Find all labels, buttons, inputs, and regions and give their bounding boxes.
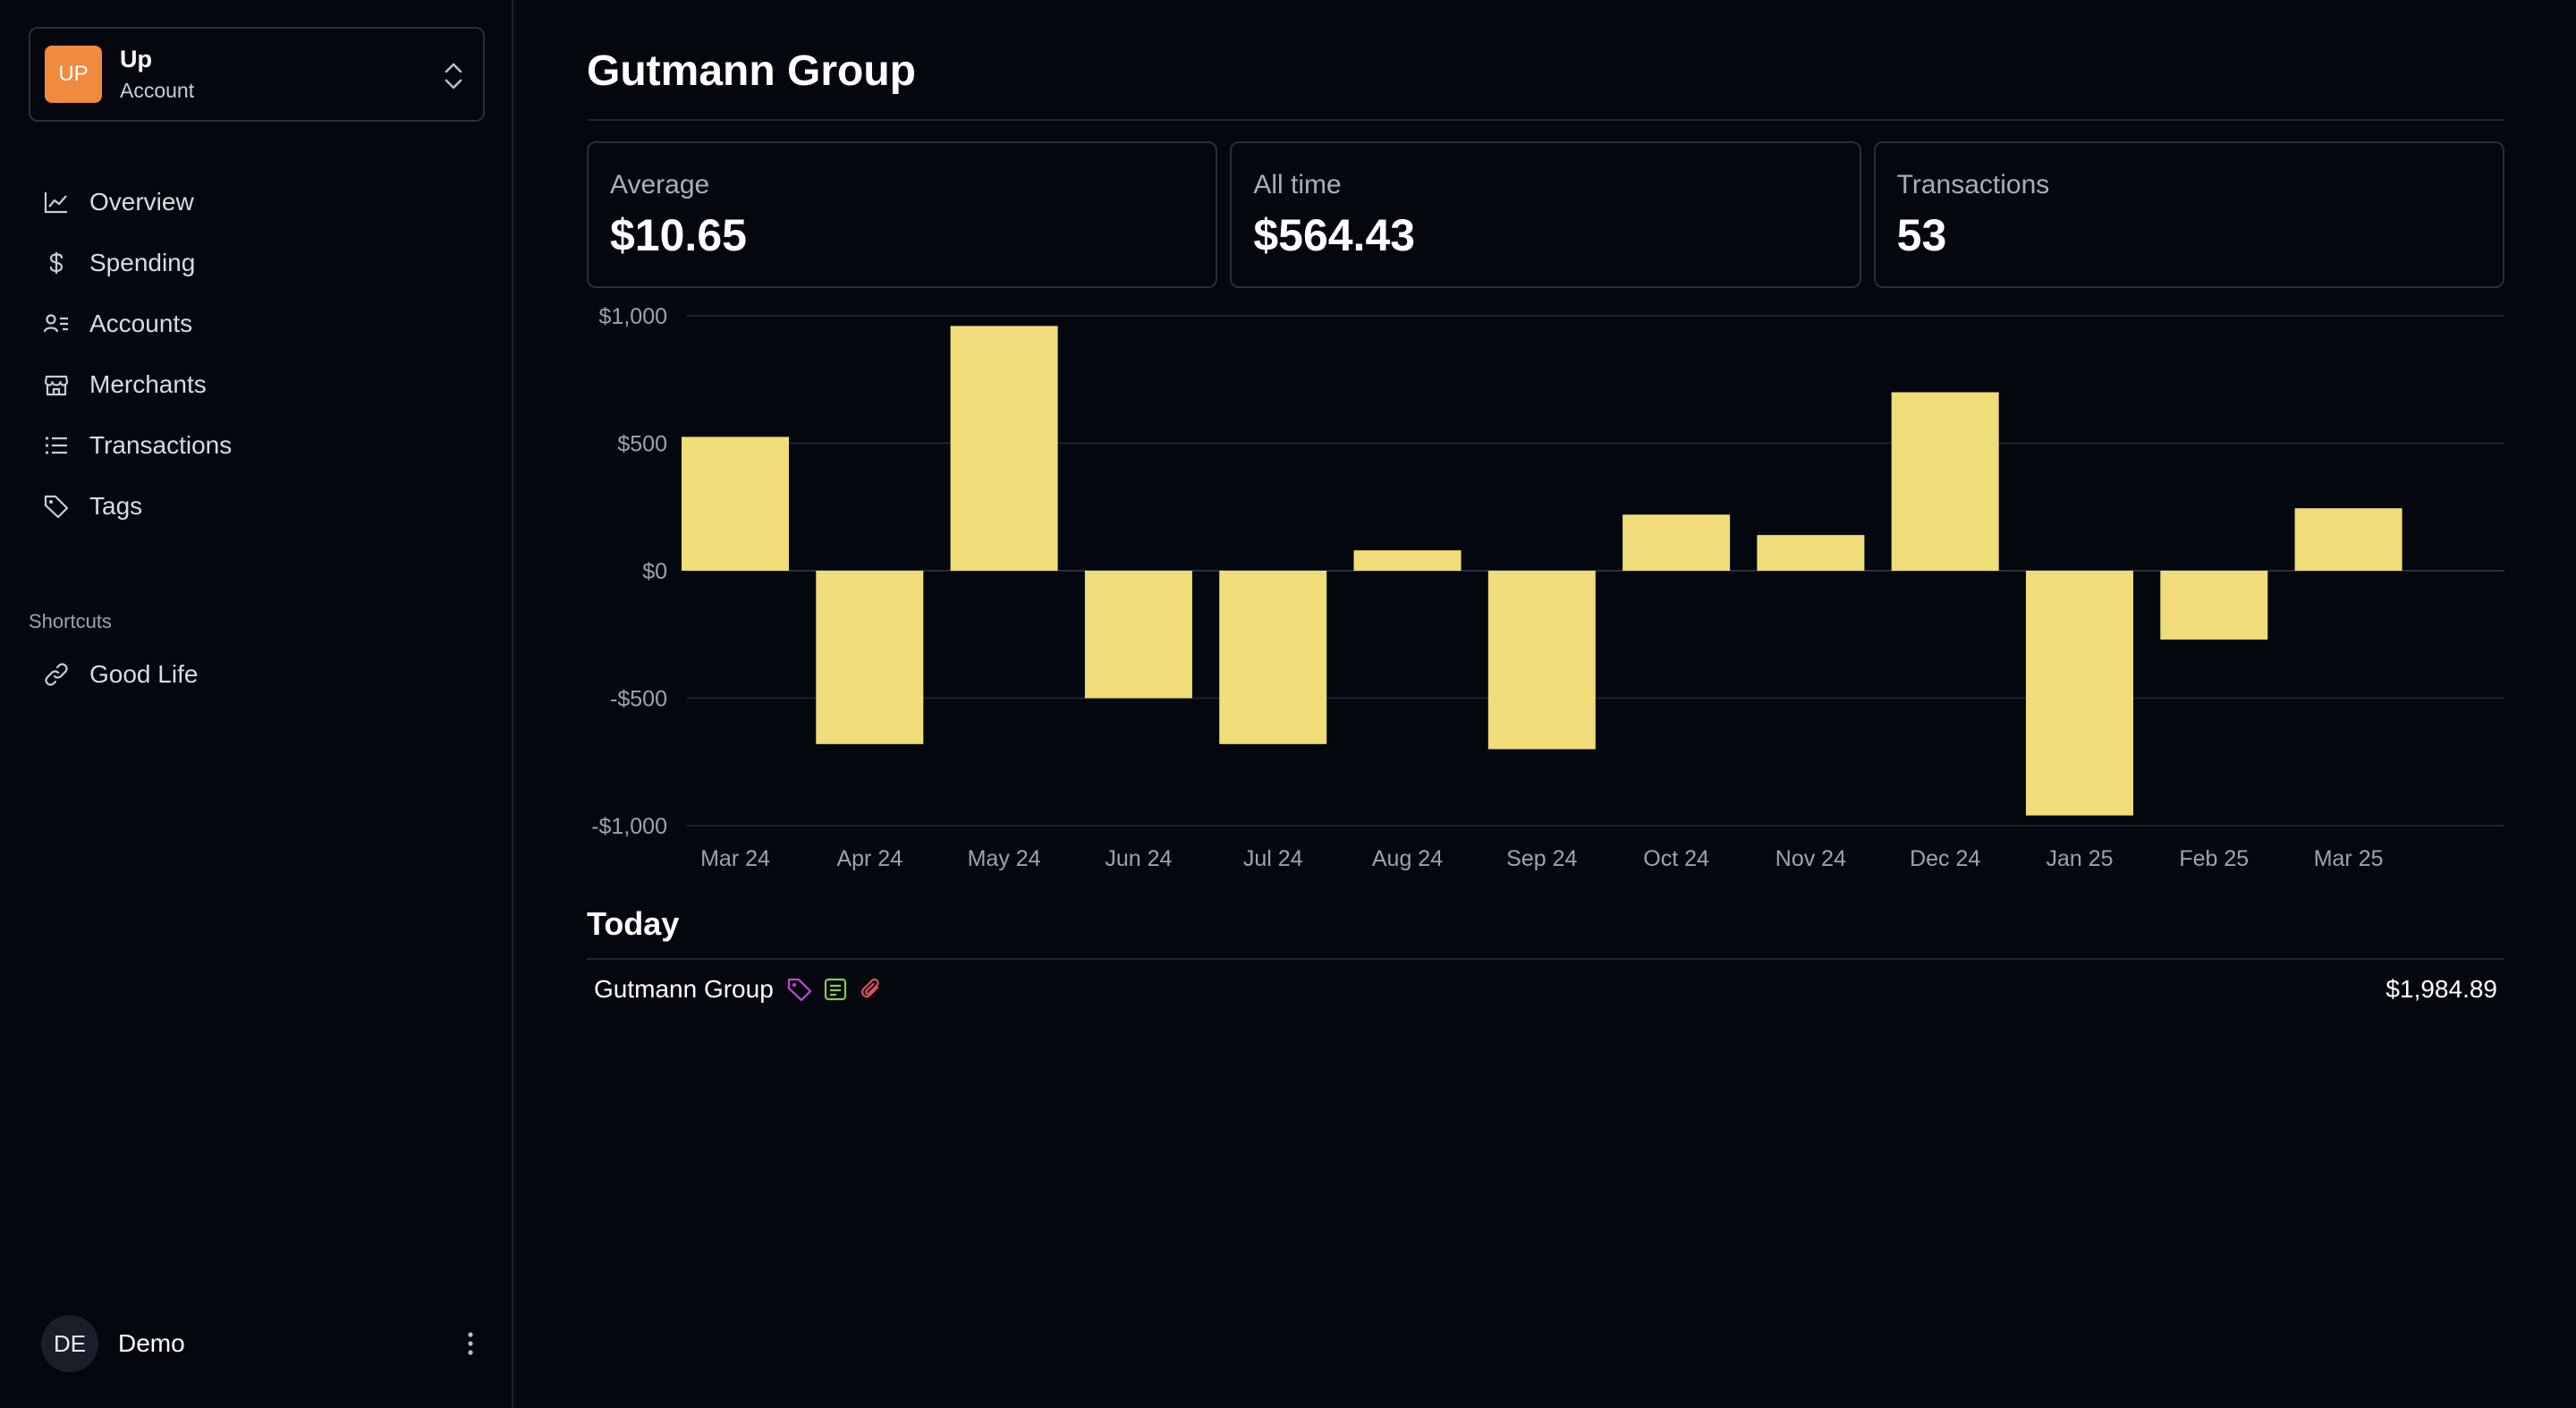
account-subtitle: Account — [120, 79, 195, 102]
sidebar-item-label: Spending — [89, 249, 196, 276]
stats-row: Average $10.65 All time $564.43 Transact… — [587, 141, 2504, 288]
y-tick-label: $1,000 — [599, 304, 667, 329]
y-tick-label: -$1,000 — [591, 814, 667, 839]
sidebar-item-label: Accounts — [89, 310, 193, 337]
sidebar-item-overview[interactable]: Overview — [0, 172, 513, 233]
sidebar-item-tags[interactable]: Tags — [0, 476, 513, 537]
x-tick-label: May 24 — [968, 846, 1041, 871]
accounts-icon — [43, 314, 68, 333]
sidebar-nav: Overview Spending Accounts Merchants Tra… — [0, 172, 513, 537]
page-title: Gutmann Group — [587, 47, 916, 95]
store-icon — [44, 375, 69, 396]
transaction-icons — [786, 976, 885, 1003]
line-chart-icon — [44, 192, 67, 214]
sidebar: UP Up Account Overview Spending Accounts — [0, 0, 513, 1408]
x-tick-label: Mar 24 — [700, 846, 770, 871]
user-profile[interactable]: DE Demo — [41, 1315, 479, 1372]
stat-card-average: Average $10.65 — [587, 141, 1218, 288]
bar[interactable] — [682, 437, 789, 571]
stat-value: $564.43 — [1253, 210, 1416, 260]
shortcut-item-good-life[interactable]: Good Life — [0, 644, 513, 705]
today-divider — [587, 958, 2504, 960]
sidebar-item-label: Merchants — [89, 370, 207, 398]
x-tick-label: Aug 24 — [1372, 846, 1443, 871]
bar[interactable] — [1487, 571, 1596, 750]
y-tick-label: -$500 — [610, 687, 667, 712]
stat-card-all-time: All time $564.43 — [1230, 141, 1861, 288]
stat-value: 53 — [1896, 210, 1947, 260]
chevron-up-down-icon — [445, 63, 462, 89]
bar[interactable] — [950, 326, 1058, 571]
user-avatar: DE — [41, 1315, 98, 1372]
tag-icon — [44, 495, 69, 519]
stat-card-transactions: Transactions 53 — [1873, 141, 2504, 288]
bar[interactable] — [1084, 571, 1192, 699]
x-tick-label: Jul 24 — [1243, 846, 1303, 871]
transaction-row[interactable]: Gutmann Group $1,984.89 — [594, 970, 2497, 1009]
x-tick-label: Nov 24 — [1775, 846, 1846, 871]
x-tick-label: Mar 25 — [2314, 846, 2384, 871]
stat-label: Average — [610, 170, 710, 199]
y-tick-label: $0 — [642, 559, 667, 584]
account-switcher[interactable]: UP Up Account — [29, 27, 485, 122]
x-tick-label: Feb 25 — [2179, 846, 2249, 871]
transaction-name: Gutmann Group — [594, 975, 774, 1003]
bar[interactable] — [2160, 571, 2268, 640]
x-tick-label: Jan 25 — [2046, 846, 2113, 871]
bar[interactable] — [1353, 550, 1462, 571]
link-icon — [45, 663, 68, 686]
bar[interactable] — [2026, 571, 2133, 816]
more-vertical-icon[interactable] — [462, 1329, 479, 1358]
sidebar-item-label: Tags — [89, 492, 143, 520]
stat-label: Transactions — [1896, 170, 2050, 199]
account-name: Up — [120, 46, 152, 72]
monthly-bar-chart: $1,000 $500 $0 -$500 -$1,000 Mar 24 Apr 24 May … — [591, 304, 2504, 871]
x-tick-label: Dec 24 — [1910, 846, 1980, 871]
sidebar-item-label: Transactions — [89, 431, 233, 459]
sidebar-item-label: Overview — [89, 188, 194, 216]
stat-value: $10.65 — [610, 210, 747, 260]
x-tick-label: Oct 24 — [1643, 846, 1709, 871]
tag-icon — [787, 978, 811, 1002]
bar[interactable] — [2294, 508, 2402, 571]
main-content: Gutmann Group Average $10.65 All time $5… — [587, 0, 2504, 1408]
stat-label: All time — [1253, 170, 1342, 199]
sidebar-item-accounts[interactable]: Accounts — [0, 293, 513, 354]
x-tick-label: Jun 24 — [1105, 846, 1172, 871]
sidebar-item-transactions[interactable]: Transactions — [0, 415, 513, 476]
note-icon — [824, 978, 846, 1001]
account-text: Up Account — [120, 46, 194, 103]
sidebar-item-merchants[interactable]: Merchants — [0, 354, 513, 415]
sidebar-item-spending[interactable]: Spending — [0, 233, 513, 293]
title-divider — [587, 119, 2504, 121]
shortcuts-heading: Shortcuts — [29, 610, 112, 632]
bar[interactable] — [1623, 514, 1731, 571]
x-tick-label: Apr 24 — [836, 846, 902, 871]
user-name: Demo — [118, 1329, 185, 1357]
account-avatar: UP — [45, 46, 102, 103]
dollar-icon — [49, 252, 64, 274]
bar[interactable] — [816, 571, 924, 744]
bar[interactable] — [1219, 571, 1327, 744]
today-heading: Today — [587, 905, 680, 942]
transaction-amount: $1,984.89 — [2385, 975, 2497, 1003]
bar[interactable] — [1757, 535, 1865, 571]
shortcuts-list: Good Life — [0, 644, 513, 705]
bar[interactable] — [1891, 392, 1999, 572]
attachment-icon — [860, 978, 879, 998]
y-tick-label: $500 — [617, 432, 667, 457]
shortcut-item-label: Good Life — [89, 660, 199, 688]
x-tick-label: Sep 24 — [1506, 846, 1577, 871]
list-icon — [45, 437, 67, 454]
